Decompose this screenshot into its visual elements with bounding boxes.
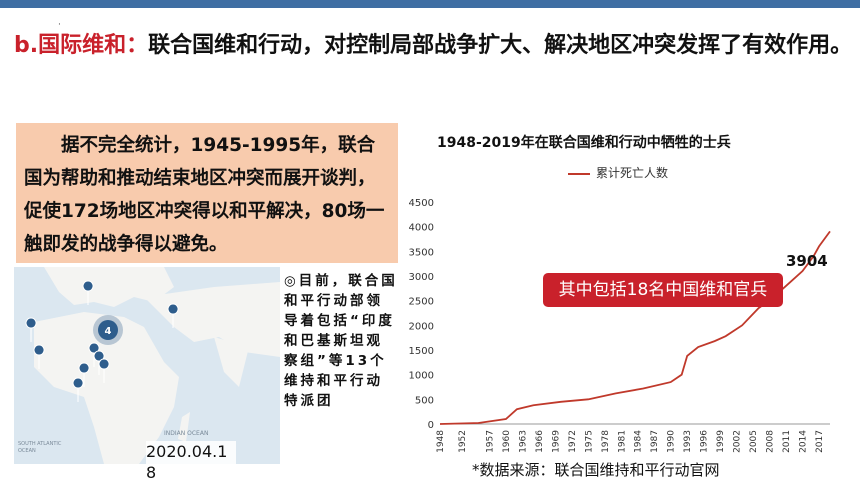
- x-tick-label: 1969: [551, 430, 561, 453]
- y-tick-label: 2500: [409, 297, 434, 308]
- atlantic-label-2: OCEAN: [18, 448, 36, 454]
- callout-chinese-peacekeepers: 其中包括18名中国维和官兵: [543, 273, 783, 307]
- y-tick-label: 1500: [409, 346, 434, 357]
- y-tick-label: 4500: [409, 198, 434, 209]
- page-heading: b.国际维和：联合国维和行动，对控制局部战争扩大、解决地区冲突发挥了有效作用。: [14, 28, 854, 64]
- top-bar: [0, 0, 860, 8]
- legend-label: 累计死亡人数: [596, 166, 669, 180]
- y-tick-label: 500: [415, 395, 434, 406]
- x-tick-label: 1990: [667, 430, 677, 453]
- deaths-line-chart: 0 500 1000 1500 2000 2500 3000 3500 4000 4500 1948…: [409, 198, 831, 453]
- x-tick-label: 1952: [458, 430, 468, 453]
- map-pin-icon: [25, 317, 37, 343]
- land-europe: [44, 267, 174, 307]
- land-middle-east: [144, 282, 280, 357]
- map-cluster-count: 4: [105, 326, 112, 337]
- heading-text: 联合国维和行动，对控制局部战争扩大、解决地区冲突发挥了有效作用。: [148, 33, 853, 58]
- y-tick-label: 1000: [409, 371, 434, 382]
- x-tick-label: 2002: [733, 430, 743, 453]
- mission-note: ◎目前，联合国和平行动部领导着包括“印度和巴基斯坦观察组”等13个维持和平行动特…: [284, 273, 398, 409]
- data-source: *数据来源：联合国维持和平行动官网: [472, 461, 720, 479]
- x-tick-label: 1957: [485, 430, 495, 453]
- x-tick-label: 1963: [518, 430, 528, 453]
- atlantic-label: SOUTH ATLANTIC: [18, 441, 62, 447]
- x-tick-label: 1999: [716, 430, 726, 453]
- decorative-dot: ·: [58, 20, 61, 30]
- x-tick-label: 1966: [535, 430, 545, 453]
- map-date: 2020.04.18: [146, 441, 236, 483]
- map-graphic: INDIAN OCEAN SOUTH ATLANTIC OCEAN 4: [18, 267, 280, 464]
- map-pin-icon: [78, 362, 90, 388]
- x-tick-label: 1948: [436, 430, 446, 453]
- indian-ocean-label: INDIAN OCEAN: [164, 430, 208, 437]
- x-tick-label: 1960: [502, 430, 512, 453]
- y-tick-label: 3000: [409, 272, 434, 283]
- mission-map: INDIAN OCEAN SOUTH ATLANTIC OCEAN 4: [14, 267, 280, 464]
- map-pin-icon: [72, 377, 84, 403]
- heading-lead: b.国际维和：: [14, 33, 149, 58]
- x-tick-label: 2008: [766, 430, 776, 453]
- map-pin-icon: [167, 303, 179, 329]
- y-tick-label: 0: [428, 420, 434, 431]
- x-tick-label: 1972: [568, 430, 578, 453]
- map-cluster: [98, 320, 118, 340]
- x-tick-label: 1984: [634, 430, 644, 453]
- land-africa: [34, 312, 179, 464]
- x-tick-label: 2011: [782, 430, 792, 453]
- series-line: [439, 230, 831, 425]
- statistics-box: 据不完全统计，1945-1995年，联合国为帮助和推动结束地区冲突而展开谈判，促…: [16, 123, 398, 263]
- x-tick-label: 1978: [601, 430, 611, 453]
- legend-swatch: [568, 172, 590, 175]
- x-tick-label: 2005: [749, 430, 759, 453]
- x-tick-label: 1981: [617, 430, 627, 453]
- map-pin-icon: [98, 358, 110, 384]
- chart-legend: 累计死亡人数: [568, 164, 668, 181]
- x-tick-label: 2014: [799, 430, 809, 453]
- y-tick-label: 3500: [409, 247, 434, 258]
- chart-title: 1948-2019年在联合国维和行动中牺牲的士兵: [437, 135, 731, 151]
- x-tick-label: 2017: [815, 430, 825, 453]
- land-india: [214, 337, 249, 387]
- chart-end-value: 3904: [786, 252, 828, 270]
- x-tick-label: 1987: [650, 430, 660, 453]
- y-tick-label: 4000: [409, 223, 434, 234]
- y-tick-label: 2000: [409, 321, 434, 332]
- x-tick-label: 1993: [683, 430, 693, 453]
- map-pin-icon: [82, 280, 94, 306]
- x-tick-label: 1996: [700, 430, 710, 453]
- map-pin-icon: [33, 344, 45, 370]
- land-madagascar: [178, 412, 190, 442]
- x-tick-label: 1975: [584, 430, 594, 453]
